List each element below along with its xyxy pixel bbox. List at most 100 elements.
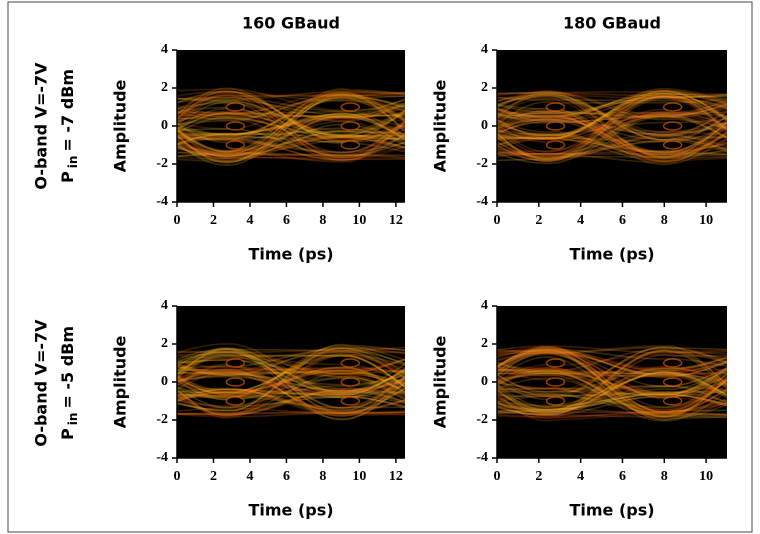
eye-trace (497, 371, 727, 413)
eye-trace (497, 92, 727, 151)
eye-trace (177, 381, 405, 417)
eye-trace (177, 93, 405, 155)
eye-trace (497, 349, 727, 418)
eye-trace (497, 92, 727, 146)
eye-trace (497, 373, 727, 407)
eye-trace (177, 354, 405, 409)
plot-background (497, 50, 727, 202)
eye-trace (497, 350, 727, 414)
row-label-part: in (66, 413, 80, 426)
eye-trace (177, 372, 405, 392)
x-axis-label: Time (ps) (248, 501, 333, 520)
eye-trace (177, 369, 405, 416)
eye-trace (177, 96, 405, 153)
eye-trace (497, 349, 727, 420)
eye-trace (497, 369, 727, 417)
eye-trace (497, 110, 727, 161)
eye-trace (177, 105, 405, 157)
eye-trace (497, 114, 727, 156)
x-tick-label: 6 (619, 213, 626, 228)
x-tick-label: 0 (494, 469, 501, 484)
eye-trace (177, 116, 405, 141)
eye-trace (497, 112, 727, 161)
eye-trace (177, 377, 405, 411)
x-tick-label: 12 (389, 213, 403, 228)
eye-trace (177, 123, 405, 163)
eye-trace (497, 357, 727, 413)
eye-trace (177, 352, 405, 415)
eye-trace (497, 368, 727, 375)
eye-trace (177, 133, 405, 162)
eye-trace (497, 369, 727, 415)
eye-trace (177, 116, 405, 138)
eye-trace (497, 99, 727, 162)
eye-trace (177, 349, 405, 399)
x-tick-label: 6 (283, 213, 290, 228)
eye-trace (177, 347, 405, 378)
eye-trace (177, 101, 405, 138)
eye-trace (177, 344, 405, 399)
eye-traces (177, 343, 405, 421)
eye-opening (545, 140, 566, 150)
eye-trace (177, 127, 405, 143)
eye-trace (497, 95, 727, 162)
eye-trace (177, 384, 405, 409)
y-tick-label: -4 (156, 194, 168, 209)
y-tick-label: 4 (481, 298, 488, 313)
eye-opening (340, 102, 361, 112)
eye-trace (177, 127, 405, 146)
eye-trace (497, 104, 727, 141)
eye-trace (497, 360, 727, 418)
eye-trace (177, 399, 405, 415)
eye-trace (497, 345, 727, 386)
column-title: 160 GBaud (242, 14, 340, 33)
eye-trace (497, 367, 727, 391)
eye-trace (177, 91, 405, 140)
eye-trace (497, 90, 727, 105)
x-tick-label: 10 (352, 469, 366, 484)
eye-trace (177, 90, 405, 151)
eye-trace (497, 350, 727, 408)
eye-trace (177, 95, 405, 158)
eye-trace (177, 387, 405, 419)
eye-trace (177, 348, 405, 414)
eye-trace (177, 354, 405, 403)
eye-trace (177, 363, 405, 384)
eye-trace (497, 356, 727, 411)
eye-trace (177, 95, 405, 121)
eye-trace (497, 91, 727, 140)
eye-trace (497, 110, 727, 154)
eye-trace (497, 94, 727, 156)
eye-trace (497, 365, 727, 413)
eye-trace (497, 385, 727, 409)
eye-trace (177, 87, 405, 143)
eye-opening (662, 121, 683, 131)
y-tick-label: 2 (161, 336, 168, 351)
x-tick-label: 0 (174, 469, 181, 484)
y-tick-label: 0 (481, 118, 488, 133)
eye-opening (545, 377, 566, 387)
eye-trace (177, 136, 405, 157)
eye-trace (177, 355, 405, 418)
eye-trace (497, 127, 727, 156)
eye-trace (177, 351, 405, 409)
eye-trace (177, 376, 405, 396)
eye-trace (177, 131, 405, 156)
y-tick-label: -2 (156, 156, 168, 171)
eye-trace (177, 91, 405, 124)
eye-trace (177, 366, 405, 395)
eye-trace (497, 366, 727, 412)
eye-trace (497, 98, 727, 162)
eye-trace (177, 349, 405, 398)
eye-trace (177, 347, 405, 397)
eye-trace (497, 90, 727, 140)
x-tick-label: 8 (661, 469, 668, 484)
eye-trace (177, 346, 405, 382)
eye-trace (177, 372, 405, 399)
eye-trace (497, 354, 727, 416)
eye-trace (177, 88, 405, 112)
eye-trace (177, 107, 405, 137)
eye-trace (177, 365, 405, 393)
eye-trace (177, 353, 405, 375)
eye-trace (497, 377, 727, 418)
